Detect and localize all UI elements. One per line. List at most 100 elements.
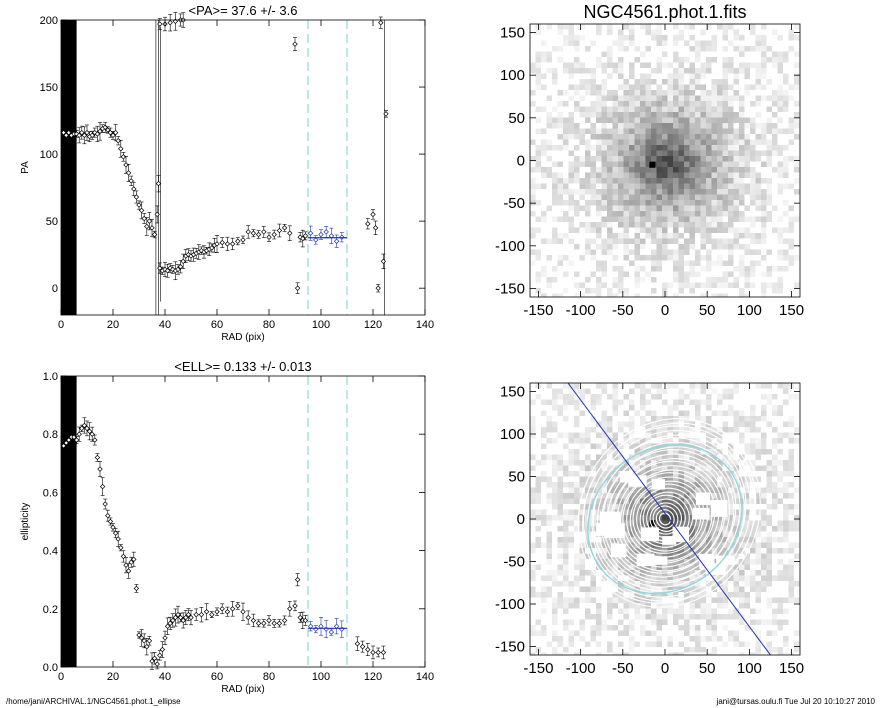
image-pixel [695, 161, 701, 167]
image-pixel [711, 647, 717, 653]
image-pixel [667, 255, 673, 261]
image-pixel [618, 421, 624, 427]
image-pixel [662, 586, 668, 592]
image-pixel [557, 57, 563, 63]
image-pixel [667, 84, 673, 90]
image-pixel [766, 156, 772, 162]
image-pixel [535, 277, 541, 283]
image-pixel [766, 211, 772, 217]
image-pixel [684, 167, 690, 173]
image-pixel [684, 592, 690, 598]
image-pixel [662, 388, 668, 394]
image-pixel [744, 84, 750, 90]
image-pixel [662, 117, 668, 123]
contour-group [567, 383, 771, 655]
image-pixel [634, 117, 640, 123]
image-pixel [585, 597, 591, 603]
image-pixel [574, 244, 580, 250]
image-pixel [590, 597, 596, 603]
image-pixel [728, 548, 734, 554]
image-pixel [601, 542, 607, 548]
image-pixel [651, 608, 657, 614]
image-pixel [629, 29, 635, 35]
image-pixel [585, 84, 591, 90]
image-pixel [739, 260, 745, 266]
image-pixel [596, 29, 602, 35]
image-pixel [717, 106, 723, 112]
image-pixel [706, 24, 712, 30]
image-pixel [695, 249, 701, 255]
image-pixel [667, 216, 673, 222]
isophote-contour [577, 418, 761, 608]
image-pixel [640, 205, 646, 211]
image-pixel [711, 145, 717, 151]
image-pixel [689, 101, 695, 107]
image-pixel [689, 553, 695, 559]
data-point [375, 649, 381, 656]
image-pixel [755, 73, 761, 79]
x-tick-label: 100 [312, 671, 330, 683]
image-pixel [590, 405, 596, 411]
image-pixel [535, 460, 541, 466]
image-pixel [744, 172, 750, 178]
image-pixel [585, 471, 591, 477]
image-pixel [711, 482, 717, 488]
image-pixel [557, 293, 563, 297]
image-pixel [700, 416, 706, 422]
image-pixel [541, 216, 547, 222]
image-pixel [755, 150, 761, 156]
image-pixel [788, 84, 794, 90]
image-pixel [541, 410, 547, 416]
image-pixel [689, 493, 695, 499]
image-pixel [700, 84, 706, 90]
image-pixel [634, 244, 640, 250]
image-pixel [541, 183, 547, 189]
image-pixel [596, 134, 602, 140]
image-pixel [541, 476, 547, 482]
image-pixel [557, 641, 563, 647]
image-pixel [739, 603, 745, 609]
image-pixel [618, 454, 624, 460]
image-pixel [667, 161, 673, 167]
image-pixel [684, 183, 690, 189]
image-pixel [706, 57, 712, 63]
image-pixel [612, 172, 618, 178]
image-pixel [557, 515, 563, 521]
image-pixel [651, 200, 657, 206]
image-pixel [722, 282, 728, 288]
image-pixel [673, 145, 679, 151]
image-pixel [667, 454, 673, 460]
image-pixel [766, 641, 772, 647]
image-pixel [777, 277, 783, 283]
image-pixel [607, 443, 613, 449]
image-pixel [656, 586, 662, 592]
image-pixel [629, 117, 635, 123]
data-point [146, 638, 153, 644]
image-pixel [541, 542, 547, 548]
image-pixel [684, 161, 690, 167]
image-pixel [689, 592, 695, 598]
image-pixel [662, 51, 668, 57]
image-pixel [783, 520, 789, 526]
image-pixel [607, 183, 613, 189]
image-pixel [535, 537, 541, 543]
image-pixel [601, 150, 607, 156]
image-pixel [695, 106, 701, 112]
image-pixel [662, 128, 668, 134]
data-point [60, 129, 67, 136]
data-point [214, 241, 220, 247]
image-pixel [695, 597, 701, 603]
image-pixel [574, 156, 580, 162]
image-pixel [634, 200, 640, 206]
image-pixel [788, 493, 794, 499]
image-pixel [640, 581, 646, 587]
image-pixel [667, 167, 673, 173]
image-pixel [662, 238, 668, 244]
image-pixel [761, 581, 767, 587]
image-pixel [788, 432, 794, 438]
image-pixel [629, 123, 635, 129]
image-pixel [596, 150, 602, 156]
image-pixel [651, 106, 657, 112]
data-point [180, 258, 186, 265]
image-pixel [623, 216, 629, 222]
